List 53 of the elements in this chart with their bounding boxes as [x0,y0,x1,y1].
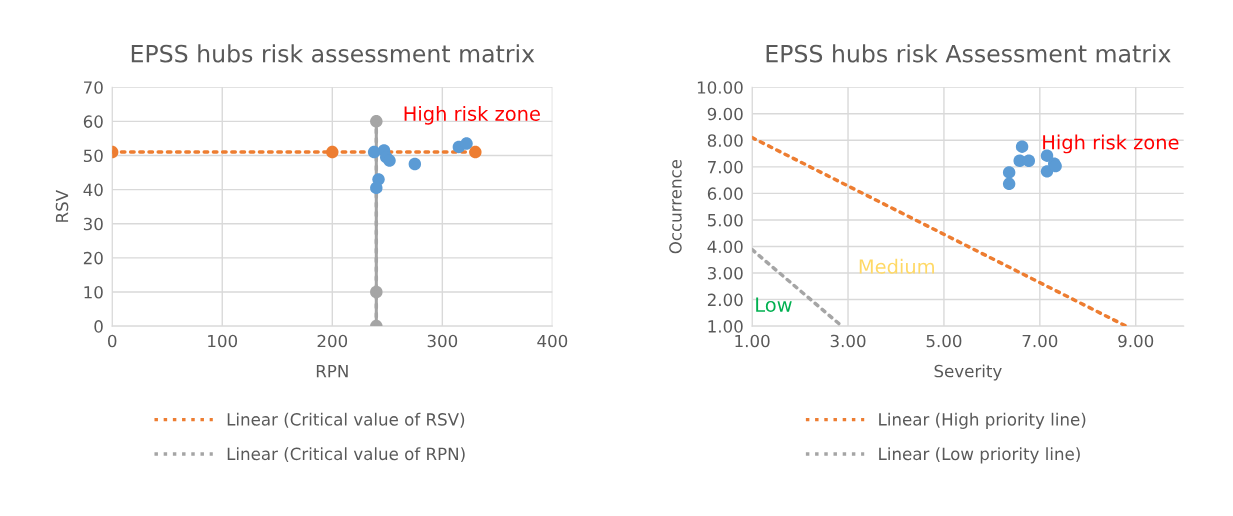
y-tick-label: 9.00 [707,107,743,121]
annotation: Medium [859,258,934,274]
x-tick-label: 1.00 [735,334,770,348]
chart-title: EPSS hubs risk assessment matrix [131,44,535,63]
y-tick-label: 7.00 [708,160,743,174]
y-tick-label: 40 [83,183,103,197]
point [383,154,396,167]
x-tick-label: 0 [108,334,117,348]
point [1002,177,1016,191]
x-tick-label: 400 [537,334,568,348]
y-tick-label: 10.00 [697,81,743,94]
y-tick-label: 1.00 [708,320,743,333]
legend-label: Linear (Low priority line) [879,447,1080,464]
chart-title: EPSS hubs risk Assessment matrix [766,44,1171,63]
y-tick-label: 0 [94,320,103,333]
legend-label: Linear (Critical value of RPN) [227,447,465,463]
point [460,137,473,150]
x-axis-title: Severity [934,364,1002,381]
x-tick-label: 5.00 [926,334,962,348]
point [367,145,381,159]
x-tick-label: 100 [208,334,238,348]
y-tick-label: 10 [84,285,103,299]
annotation: High risk zone [1043,134,1179,154]
y-tick-label: 6.00 [707,187,743,200]
y-tick-label: 30 [83,217,103,231]
y-axis-title: RSV [55,190,69,222]
annotation: Low [756,297,792,313]
y-axis-title: Occurrence [669,159,682,254]
y-tick-label: 60 [83,115,103,128]
y-tick-label: 5.00 [707,213,743,227]
point [469,145,482,159]
legend-label: Linear (High priority line) [879,412,1086,429]
y-tick-label: 4.00 [707,240,743,254]
annotation: High risk zone [404,105,540,125]
point [1022,154,1036,167]
x-tick-label: 300 [427,334,458,348]
y-tick-label: 2.00 [707,293,743,307]
point [326,145,339,159]
point [1002,166,1016,179]
x-tick-label: 200 [317,334,348,348]
x-tick-label: 3.00 [830,334,866,348]
y-tick-label: 50 [83,149,103,163]
point [408,157,422,171]
x-axis-title: RPN [316,364,348,378]
x-tick-label: 7.00 [1022,334,1058,348]
y-tick-label: 3.00 [707,266,743,280]
point [1015,140,1029,153]
legend-label: Linear (Critical value of RSV) [227,412,465,428]
y-tick-label: 20 [83,251,103,265]
point [370,181,383,195]
x-tick-label: 9.00 [1118,334,1154,348]
y-tick-label: 8.00 [707,134,743,147]
y-tick-label: 70 [84,81,103,94]
